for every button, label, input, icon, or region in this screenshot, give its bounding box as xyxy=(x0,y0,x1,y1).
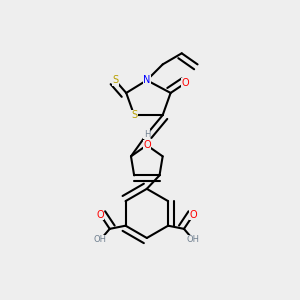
Text: S: S xyxy=(131,110,137,120)
Text: O: O xyxy=(143,140,151,150)
Text: O: O xyxy=(190,210,197,220)
Text: O: O xyxy=(181,78,189,88)
Text: H: H xyxy=(144,130,150,139)
Text: N: N xyxy=(143,75,151,85)
Text: O: O xyxy=(96,210,104,220)
Text: S: S xyxy=(112,75,118,85)
Text: OH: OH xyxy=(187,236,200,244)
Text: OH: OH xyxy=(94,236,107,244)
